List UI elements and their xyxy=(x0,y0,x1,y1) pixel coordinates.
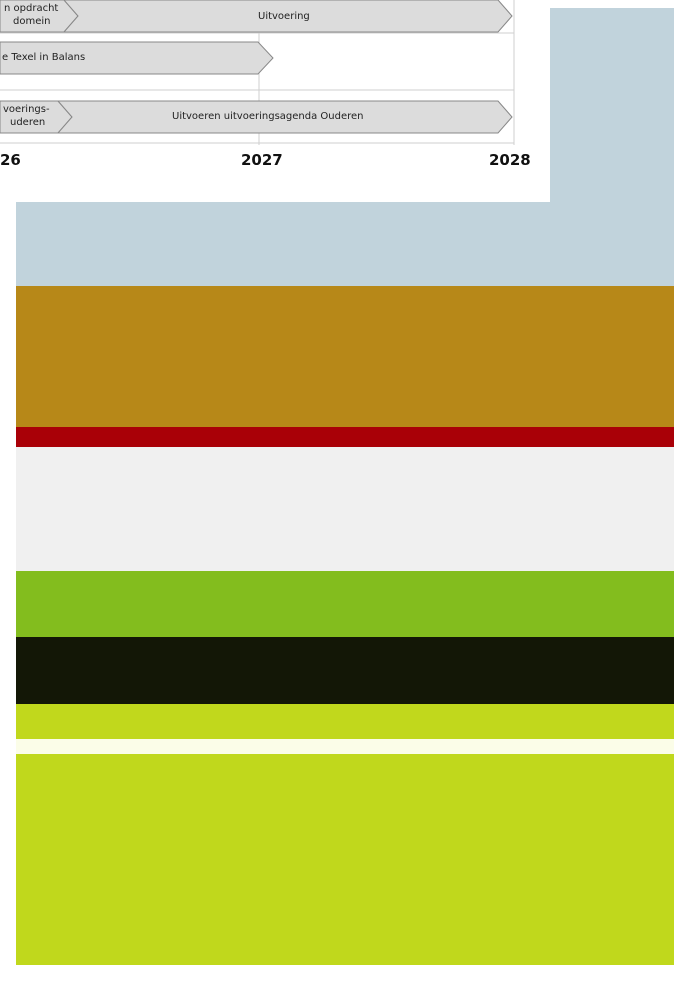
band-black xyxy=(16,637,674,704)
band-lightblue-right xyxy=(550,8,674,208)
bar-row2 xyxy=(0,41,274,75)
bar-row3-left-label-2: uderen xyxy=(10,117,46,128)
bar-row3-main-label: Uitvoeren uitvoeringsagenda Ouderen xyxy=(172,111,364,122)
band-green xyxy=(16,571,674,637)
band-ochre xyxy=(16,286,674,427)
timeline-card: n opdracht domein Uitvoering e Texel in … xyxy=(0,0,550,202)
year-label-2026: 26 xyxy=(0,151,21,169)
band-lime-large xyxy=(16,754,674,965)
year-label-2028: 2028 xyxy=(489,151,531,169)
band-lightgrey xyxy=(16,447,674,571)
bar-row3-left-label-1: voerings- xyxy=(3,104,50,115)
year-label-2027: 2027 xyxy=(241,151,283,169)
band-red xyxy=(16,427,674,447)
bar-row1-left-label-1: n opdracht xyxy=(4,3,59,14)
band-lightblue xyxy=(16,200,674,286)
timeline-svg xyxy=(0,0,515,145)
bar-row2-label: e Texel in Balans xyxy=(2,52,86,63)
bar-row1-left-label-2: domein xyxy=(13,16,51,27)
bar-row1-main xyxy=(62,0,513,33)
band-lime xyxy=(16,704,674,739)
bar-row1-main-label: Uitvoering xyxy=(258,11,310,22)
band-cream xyxy=(16,739,674,754)
bar-row3-main xyxy=(56,100,513,134)
